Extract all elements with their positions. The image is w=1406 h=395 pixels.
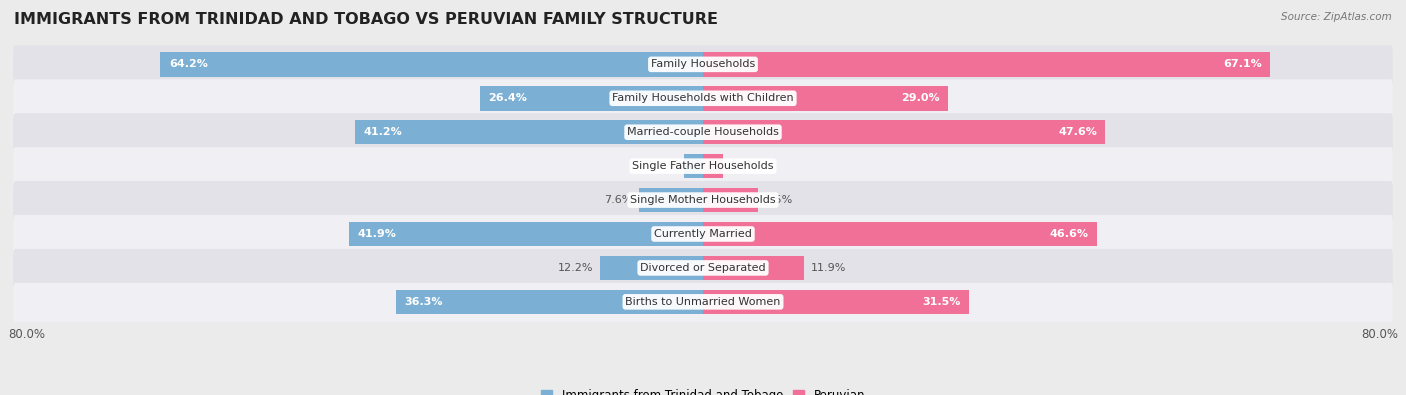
Bar: [703, 290, 969, 314]
Text: 64.2%: 64.2%: [169, 59, 208, 70]
Text: 7.6%: 7.6%: [603, 195, 631, 205]
FancyBboxPatch shape: [13, 79, 1393, 118]
Text: 2.4%: 2.4%: [730, 161, 759, 171]
Text: 31.5%: 31.5%: [922, 297, 960, 307]
Text: Family Households: Family Households: [651, 59, 755, 70]
Text: 47.6%: 47.6%: [1059, 127, 1097, 137]
Bar: [600, 256, 703, 280]
Text: 41.2%: 41.2%: [363, 127, 402, 137]
FancyBboxPatch shape: [13, 45, 1393, 85]
Bar: [703, 86, 948, 111]
Bar: [703, 222, 1097, 246]
Bar: [703, 154, 723, 179]
Bar: [703, 52, 1270, 77]
Text: 11.9%: 11.9%: [810, 263, 846, 273]
Bar: [685, 154, 703, 179]
Text: 29.0%: 29.0%: [901, 93, 939, 103]
Bar: [354, 120, 703, 145]
FancyBboxPatch shape: [13, 181, 1393, 220]
Bar: [638, 188, 703, 212]
FancyBboxPatch shape: [13, 283, 1393, 322]
Bar: [160, 52, 703, 77]
Text: 36.3%: 36.3%: [405, 297, 443, 307]
Text: Family Households with Children: Family Households with Children: [612, 93, 794, 103]
Text: Divorced or Separated: Divorced or Separated: [640, 263, 766, 273]
Text: Source: ZipAtlas.com: Source: ZipAtlas.com: [1281, 12, 1392, 22]
Text: 67.1%: 67.1%: [1223, 59, 1261, 70]
Text: 26.4%: 26.4%: [488, 93, 527, 103]
Bar: [703, 256, 804, 280]
Bar: [349, 222, 703, 246]
Text: 41.9%: 41.9%: [357, 229, 396, 239]
FancyBboxPatch shape: [13, 147, 1393, 186]
FancyBboxPatch shape: [13, 215, 1393, 254]
Text: 46.6%: 46.6%: [1049, 229, 1088, 239]
Text: Single Mother Households: Single Mother Households: [630, 195, 776, 205]
Text: Currently Married: Currently Married: [654, 229, 752, 239]
Text: 2.2%: 2.2%: [650, 161, 678, 171]
Legend: Immigrants from Trinidad and Tobago, Peruvian: Immigrants from Trinidad and Tobago, Per…: [536, 384, 870, 395]
Text: 6.5%: 6.5%: [765, 195, 793, 205]
FancyBboxPatch shape: [13, 113, 1393, 152]
Text: IMMIGRANTS FROM TRINIDAD AND TOBAGO VS PERUVIAN FAMILY STRUCTURE: IMMIGRANTS FROM TRINIDAD AND TOBAGO VS P…: [14, 12, 718, 27]
Text: Married-couple Households: Married-couple Households: [627, 127, 779, 137]
Text: Births to Unmarried Women: Births to Unmarried Women: [626, 297, 780, 307]
Bar: [479, 86, 703, 111]
Bar: [703, 120, 1105, 145]
Text: 12.2%: 12.2%: [558, 263, 593, 273]
FancyBboxPatch shape: [13, 249, 1393, 288]
Bar: [396, 290, 703, 314]
Text: Single Father Households: Single Father Households: [633, 161, 773, 171]
Bar: [703, 188, 758, 212]
